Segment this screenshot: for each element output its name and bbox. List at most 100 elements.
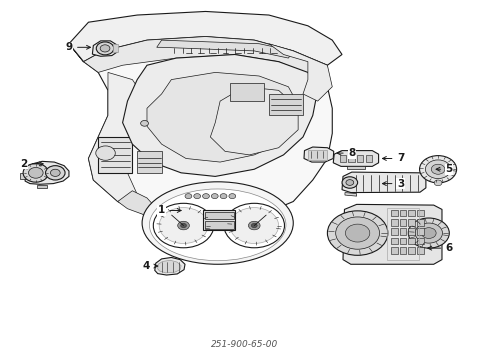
Bar [407, 210, 414, 216]
Text: 7: 7 [396, 153, 404, 163]
Bar [407, 247, 414, 253]
Bar [399, 210, 406, 216]
Polygon shape [304, 147, 333, 162]
Circle shape [327, 211, 387, 255]
Text: 5: 5 [445, 164, 452, 174]
Text: 2: 2 [20, 159, 28, 169]
Bar [339, 155, 345, 162]
Polygon shape [83, 37, 327, 76]
Ellipse shape [142, 182, 293, 264]
Bar [356, 155, 363, 162]
Circle shape [251, 224, 257, 228]
Polygon shape [344, 193, 356, 196]
Circle shape [341, 177, 357, 188]
Polygon shape [210, 87, 298, 155]
Polygon shape [147, 72, 298, 162]
Bar [399, 238, 406, 244]
Polygon shape [158, 260, 181, 273]
Circle shape [345, 224, 369, 242]
Ellipse shape [149, 189, 285, 261]
Bar [390, 228, 397, 235]
Text: 9: 9 [65, 42, 72, 52]
Circle shape [433, 180, 441, 186]
Bar [416, 219, 423, 226]
Text: 6: 6 [445, 243, 452, 253]
Text: 4: 4 [142, 261, 149, 271]
Circle shape [224, 203, 284, 248]
Circle shape [100, 45, 110, 52]
Circle shape [141, 121, 148, 126]
Bar [204, 221, 233, 229]
Text: 1: 1 [158, 206, 165, 216]
Bar [204, 212, 233, 220]
Polygon shape [342, 204, 441, 264]
Bar [416, 238, 423, 244]
Circle shape [211, 194, 218, 199]
Bar [416, 210, 423, 216]
Circle shape [345, 180, 353, 185]
Bar [390, 247, 397, 253]
Bar [347, 155, 354, 162]
Bar [390, 219, 397, 226]
Text: 8: 8 [347, 148, 355, 158]
Circle shape [220, 194, 226, 199]
Polygon shape [118, 191, 157, 216]
Bar [416, 228, 423, 235]
Circle shape [96, 146, 115, 160]
Polygon shape [69, 12, 341, 65]
Bar [390, 238, 397, 244]
Circle shape [202, 194, 209, 199]
Polygon shape [268, 94, 303, 116]
Circle shape [419, 156, 456, 183]
Circle shape [229, 208, 278, 243]
Circle shape [96, 42, 114, 55]
Text: 3: 3 [396, 179, 404, 189]
Polygon shape [37, 185, 47, 188]
Bar [416, 247, 423, 253]
Polygon shape [25, 161, 69, 184]
Polygon shape [20, 173, 26, 179]
Circle shape [335, 217, 379, 249]
Circle shape [430, 164, 444, 174]
Circle shape [180, 224, 186, 228]
Polygon shape [155, 257, 184, 275]
Bar [399, 219, 406, 226]
Polygon shape [122, 54, 317, 176]
Circle shape [45, 166, 65, 180]
Bar [399, 228, 406, 235]
Circle shape [193, 194, 200, 199]
Bar [386, 208, 418, 260]
Circle shape [177, 221, 189, 230]
Polygon shape [98, 137, 132, 173]
Circle shape [184, 194, 191, 199]
Circle shape [159, 208, 207, 243]
Bar [203, 211, 234, 230]
Polygon shape [113, 44, 118, 51]
Bar [407, 219, 414, 226]
Polygon shape [229, 83, 264, 101]
Circle shape [248, 221, 260, 230]
Polygon shape [92, 41, 118, 56]
Polygon shape [341, 172, 425, 193]
Polygon shape [69, 37, 331, 223]
Polygon shape [268, 44, 331, 101]
Bar [407, 228, 414, 235]
Circle shape [228, 194, 235, 199]
Bar [399, 247, 406, 253]
Bar [307, 149, 327, 159]
Polygon shape [346, 166, 365, 169]
Bar [390, 210, 397, 216]
Circle shape [153, 203, 213, 248]
Circle shape [414, 223, 442, 243]
Circle shape [23, 163, 48, 182]
Circle shape [425, 160, 450, 179]
Circle shape [407, 218, 448, 248]
Polygon shape [157, 40, 293, 58]
Circle shape [28, 167, 43, 178]
Text: 251-900-65-00: 251-900-65-00 [210, 339, 278, 348]
Circle shape [50, 169, 60, 176]
Polygon shape [332, 150, 378, 166]
Polygon shape [137, 151, 161, 173]
Circle shape [421, 228, 435, 238]
Bar [407, 238, 414, 244]
